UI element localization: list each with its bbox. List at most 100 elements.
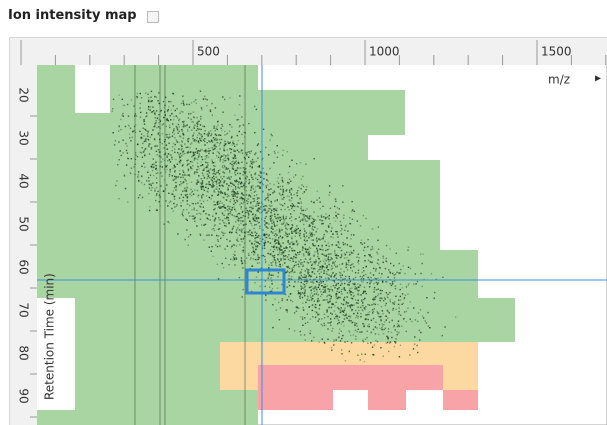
point xyxy=(143,162,145,165)
point xyxy=(404,272,406,275)
point xyxy=(195,148,198,150)
point xyxy=(200,165,202,167)
point xyxy=(202,174,204,176)
point xyxy=(174,148,176,150)
point xyxy=(344,307,346,309)
point xyxy=(196,125,199,127)
point xyxy=(362,339,364,341)
point xyxy=(300,219,302,221)
point xyxy=(251,224,253,227)
point xyxy=(248,122,250,125)
point xyxy=(173,178,176,180)
point xyxy=(166,148,169,150)
point xyxy=(339,296,342,299)
point xyxy=(120,154,122,157)
point xyxy=(155,161,157,163)
point xyxy=(234,145,236,147)
point xyxy=(274,200,276,202)
point xyxy=(334,287,336,289)
point xyxy=(300,272,302,274)
point xyxy=(120,118,122,121)
point xyxy=(250,196,252,198)
point xyxy=(171,149,173,152)
point xyxy=(337,282,339,285)
point xyxy=(247,210,250,212)
point xyxy=(181,147,183,150)
point xyxy=(226,238,228,241)
point xyxy=(192,135,194,138)
point xyxy=(332,272,334,274)
point xyxy=(324,291,326,293)
point xyxy=(278,261,280,263)
point xyxy=(399,288,401,291)
point xyxy=(155,110,158,112)
point xyxy=(298,278,300,280)
point xyxy=(376,251,378,254)
point xyxy=(309,330,312,332)
point xyxy=(223,143,226,145)
point xyxy=(276,249,279,251)
point xyxy=(394,301,396,303)
point xyxy=(337,246,339,248)
point xyxy=(313,255,315,257)
point xyxy=(323,299,325,301)
point xyxy=(409,267,412,270)
point xyxy=(155,120,157,122)
point xyxy=(212,181,214,183)
point xyxy=(356,289,359,292)
point xyxy=(342,311,345,313)
point xyxy=(265,205,267,207)
point xyxy=(198,153,200,155)
point xyxy=(336,254,338,257)
point xyxy=(181,155,183,157)
point xyxy=(257,258,259,261)
point xyxy=(218,134,220,136)
point xyxy=(369,255,371,257)
point xyxy=(312,288,314,290)
point xyxy=(140,111,142,114)
point xyxy=(198,168,200,170)
point xyxy=(396,323,399,325)
point xyxy=(245,223,247,225)
point xyxy=(182,214,184,217)
point xyxy=(259,187,261,189)
point xyxy=(192,193,195,195)
point xyxy=(329,301,331,303)
point xyxy=(245,190,248,192)
point xyxy=(168,142,170,144)
point xyxy=(150,111,153,113)
point xyxy=(168,173,171,176)
point xyxy=(305,248,307,250)
point xyxy=(205,149,207,151)
point xyxy=(394,285,397,287)
point xyxy=(350,252,353,254)
point xyxy=(197,195,199,198)
point xyxy=(314,226,316,228)
point xyxy=(288,165,291,168)
point xyxy=(326,231,328,233)
point xyxy=(229,206,231,208)
point xyxy=(175,177,177,180)
point xyxy=(310,267,313,269)
point xyxy=(166,110,169,112)
selection[interactable] xyxy=(245,268,286,295)
point xyxy=(246,153,248,155)
point xyxy=(190,118,192,121)
point xyxy=(304,230,306,232)
point xyxy=(127,124,130,126)
point xyxy=(355,316,357,319)
point xyxy=(302,264,304,266)
point xyxy=(275,265,277,267)
point xyxy=(241,197,243,199)
point xyxy=(290,220,293,222)
point xyxy=(365,217,367,220)
point xyxy=(155,186,158,189)
point xyxy=(277,182,280,184)
point xyxy=(317,255,319,258)
expand-icon[interactable] xyxy=(147,11,159,23)
point xyxy=(414,336,416,338)
point xyxy=(288,267,291,270)
point xyxy=(250,189,252,191)
point xyxy=(288,199,291,201)
point xyxy=(273,225,276,227)
